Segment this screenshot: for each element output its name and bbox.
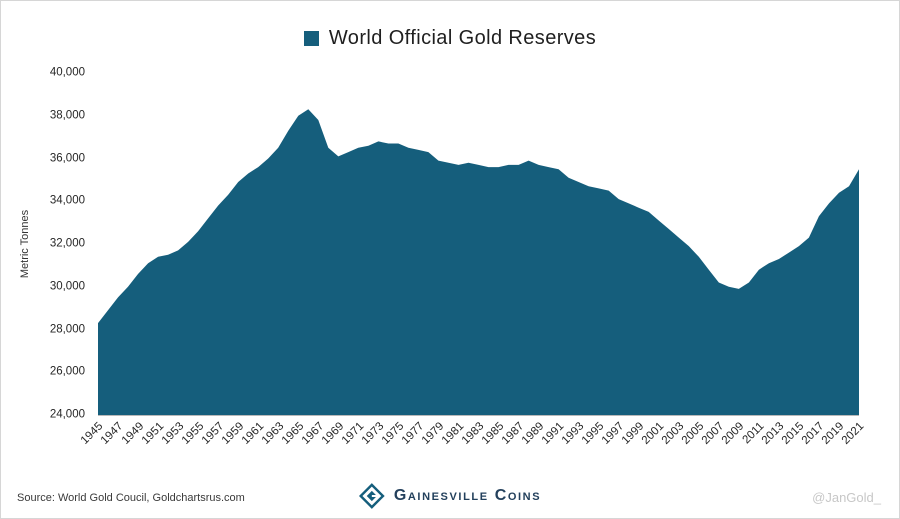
y-axis-tick-label: 36,000 [49,151,85,164]
plot-area [98,73,859,416]
x-axis-tick-labels: 1945 1947 1949 1951 1953 1955 1957 1959 1961 1963… [79,418,867,470]
y-axis-tick-label: 26,000 [49,365,85,378]
gold-reserves-area-series [98,109,859,415]
y-axis-tick-label: 38,000 [49,109,85,122]
y-axis-tick-label: 28,000 [49,322,85,335]
y-axis-tick-label: 30,000 [49,280,85,293]
chart-title: World Official Gold Reserves [328,27,597,49]
y-axis-tick-label: 34,000 [49,194,85,207]
x-axis-tick-label: 2021 [840,420,867,447]
chart-title-legend: World Official Gold Reserves [1,27,899,50]
y-axis-tick-label: 32,000 [49,237,85,250]
y-axis-tick-label: 24,000 [49,408,85,421]
gainesville-coins-logo: Gainesville Coins [358,483,542,509]
y-axis-tick-labels: 24,000 26,000 28,000 30,000 32,000 34,000 36,0… [1,67,91,420]
gainesville-coins-logo-icon [358,483,385,509]
source-attribution: Source: World Gold Coucil, Goldchartsrus… [17,492,245,504]
twitter-handle-watermark: @JanGold_ [812,490,881,505]
y-axis-tick-label: 40,000 [49,66,85,79]
gainesville-coins-wordmark: Gainesville Coins [393,487,542,504]
legend-swatch-icon [303,31,319,46]
